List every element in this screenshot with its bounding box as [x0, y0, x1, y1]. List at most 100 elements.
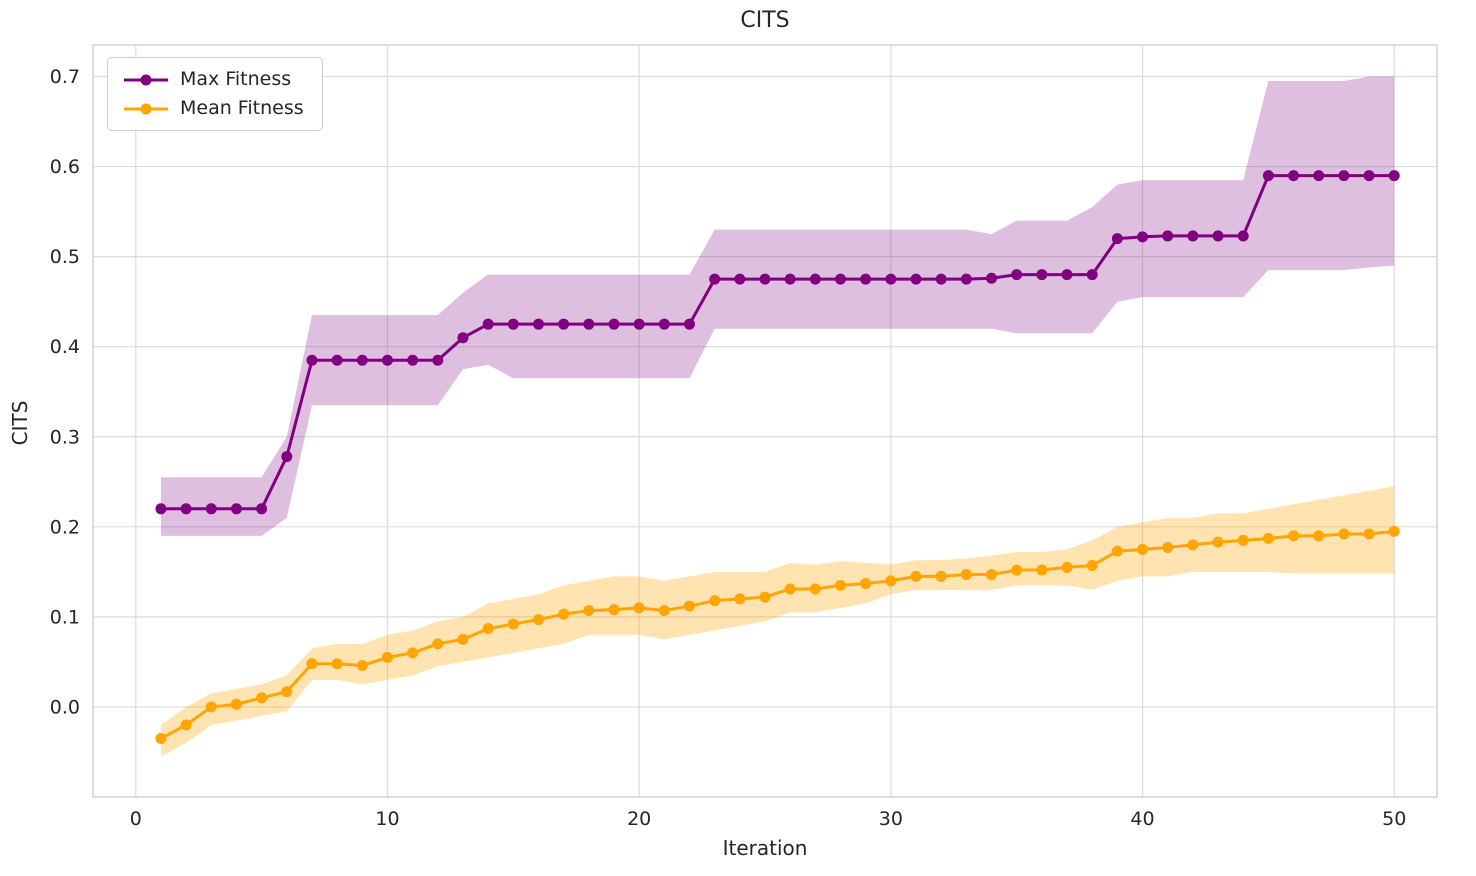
- data-point-marker: [558, 318, 570, 330]
- data-point-marker: [507, 618, 519, 630]
- data-point-marker: [709, 595, 721, 607]
- data-point-marker: [935, 273, 947, 285]
- data-point-marker: [1313, 530, 1325, 542]
- data-point-marker: [356, 354, 368, 366]
- data-point-marker: [1111, 545, 1123, 557]
- data-point-marker: [532, 614, 544, 626]
- data-point-marker: [835, 273, 847, 285]
- x-axis-label: Iteration: [722, 836, 808, 860]
- data-point-marker: [910, 273, 922, 285]
- data-point-marker: [1061, 269, 1073, 281]
- data-point-marker: [331, 658, 343, 670]
- data-point-marker: [1036, 269, 1048, 281]
- y-tick-label: 0.1: [50, 606, 80, 628]
- x-tick-label: 20: [627, 808, 651, 830]
- data-point-marker: [658, 605, 670, 617]
- data-point-marker: [230, 698, 242, 710]
- confidence-band: [160, 486, 1395, 757]
- data-point-marker: [507, 318, 519, 330]
- data-point-marker: [1338, 170, 1350, 182]
- data-point-marker: [1363, 528, 1375, 540]
- data-point-marker: [1288, 530, 1300, 542]
- data-point-marker: [835, 579, 847, 591]
- data-point-marker: [960, 569, 972, 581]
- data-point-marker: [734, 273, 746, 285]
- data-point-marker: [1011, 269, 1023, 281]
- data-point-marker: [709, 273, 721, 285]
- legend: Max Fitness Mean Fitness: [107, 57, 323, 131]
- data-point-marker: [457, 633, 469, 645]
- data-point-marker: [180, 503, 192, 515]
- data-point-marker: [683, 600, 695, 612]
- legend-item-mean-fitness: Mean Fitness: [122, 99, 304, 118]
- data-point-marker: [407, 354, 419, 366]
- data-point-marker: [558, 608, 570, 620]
- data-point-marker: [759, 273, 771, 285]
- data-point-marker: [860, 273, 872, 285]
- data-point-marker: [910, 570, 922, 582]
- data-point-marker: [281, 451, 293, 463]
- legend-sample-line-icon: [124, 74, 168, 85]
- data-point-marker: [1061, 561, 1073, 573]
- plot-border: [92, 44, 1438, 798]
- data-point-marker: [432, 354, 444, 366]
- data-point-marker: [381, 354, 393, 366]
- series-mean-fitness: [155, 486, 1400, 757]
- data-point-marker: [583, 318, 595, 330]
- data-point-marker: [1237, 534, 1249, 546]
- data-point-marker: [180, 719, 192, 731]
- data-point-marker: [583, 605, 595, 617]
- data-point-marker: [683, 318, 695, 330]
- data-point-marker: [658, 318, 670, 330]
- y-tick-label: 0.7: [50, 66, 80, 88]
- data-point-marker: [1262, 533, 1274, 545]
- data-point-marker: [633, 318, 645, 330]
- data-point-marker: [608, 604, 620, 616]
- data-point-marker: [1011, 564, 1023, 576]
- x-tick-label: 30: [879, 808, 903, 830]
- data-point-marker: [1313, 170, 1325, 182]
- chart-title: CITS: [740, 8, 790, 33]
- data-point-marker: [256, 503, 268, 515]
- legend-label: Mean Fitness: [180, 97, 304, 119]
- data-point-marker: [1237, 230, 1249, 242]
- data-point-marker: [1036, 564, 1048, 576]
- data-point-marker: [734, 593, 746, 605]
- x-tick-label: 10: [375, 808, 399, 830]
- data-point-marker: [1086, 269, 1098, 281]
- data-point-marker: [784, 273, 796, 285]
- data-point-marker: [1137, 543, 1149, 555]
- data-point-marker: [986, 569, 998, 581]
- data-point-marker: [281, 686, 293, 698]
- data-point-marker: [482, 318, 494, 330]
- data-point-marker: [1388, 170, 1400, 182]
- x-tick-label: 50: [1382, 808, 1406, 830]
- data-point-marker: [1388, 525, 1400, 537]
- data-point-marker: [155, 503, 167, 515]
- data-point-marker: [1212, 536, 1224, 548]
- data-point-marker: [432, 638, 444, 650]
- data-point-marker: [608, 318, 620, 330]
- data-point-marker: [860, 578, 872, 590]
- y-tick-label: 0.2: [50, 516, 80, 538]
- data-point-marker: [381, 651, 393, 663]
- data-point-marker: [482, 623, 494, 635]
- data-point-marker: [1162, 230, 1174, 242]
- confidence-band: [160, 76, 1395, 536]
- tick-labels: 0 10 20 30 40 50 0.0 0.1 0.2 0.3 0.4 0.5 0.6 0.7: [50, 66, 1407, 830]
- data-point-marker: [1187, 230, 1199, 242]
- data-point-marker: [256, 692, 268, 704]
- data-point-marker: [960, 273, 972, 285]
- legend-label: Max Fitness: [180, 68, 292, 90]
- data-point-marker: [809, 273, 821, 285]
- data-point-marker: [784, 583, 796, 595]
- x-tick-label: 40: [1130, 808, 1154, 830]
- data-point-marker: [935, 570, 947, 582]
- data-point-marker: [1162, 542, 1174, 554]
- data-point-marker: [306, 354, 318, 366]
- data-point-marker: [356, 660, 368, 672]
- data-point-marker: [1262, 170, 1274, 182]
- data-point-marker: [633, 602, 645, 614]
- data-point-marker: [407, 647, 419, 659]
- data-point-marker: [809, 583, 821, 595]
